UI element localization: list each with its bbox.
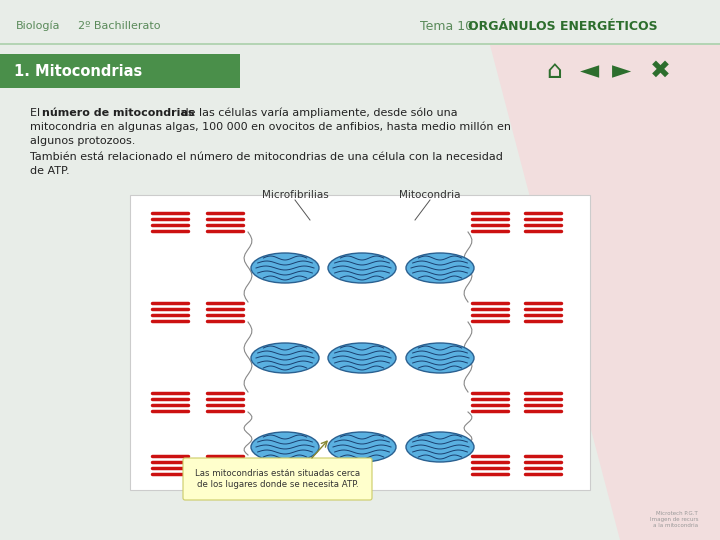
Text: ORGÁNULOS ENERGÉTICOS: ORGÁNULOS ENERGÉTICOS [468,19,657,32]
Bar [130,195,590,490]
Polygon shape [490,45,720,540]
Text: Las mitocondrias están situadas cerca
de los lugares donde se necesita ATP.: Las mitocondrias están situadas cerca de… [195,469,360,489]
Ellipse shape [328,432,396,462]
Ellipse shape [251,432,319,462]
Text: número de mitocondrias: número de mitocondrias [42,108,194,118]
Text: 2º Bachillerato: 2º Bachillerato [78,21,161,31]
Ellipse shape [251,343,319,373]
FancyBboxPatch shape [183,458,372,500]
Ellipse shape [328,253,396,283]
Text: Microtech P.G.T
Imagen de recurs
a la mitocondria: Microtech P.G.T Imagen de recurs a la mi… [649,511,698,528]
Ellipse shape [406,432,474,462]
Text: Microfibrilias: Microfibrilias [261,190,328,200]
Text: También está relacionado el número de mitocondrias de una célula con la necesida: También está relacionado el número de mi… [30,152,503,162]
Text: ►: ► [613,59,631,83]
Text: mitocondria en algunas algas, 100 000 en ovocitos de anfibios, hasta medio milló: mitocondria en algunas algas, 100 000 en… [30,122,511,132]
Ellipse shape [406,343,474,373]
Ellipse shape [328,343,396,373]
Text: algunos protozoos.: algunos protozoos. [30,136,135,146]
Text: 1. Mitocondrias: 1. Mitocondrias [14,64,143,78]
Text: Mitocondria: Mitocondria [400,190,461,200]
Text: de las células varía ampliamente, desde sólo una: de las células varía ampliamente, desde … [178,108,458,118]
Ellipse shape [406,253,474,283]
Text: El: El [30,108,44,118]
Text: Biología: Biología [16,21,60,31]
Text: ◄: ◄ [580,59,600,83]
Text: de ATP.: de ATP. [30,166,70,176]
Text: Tema 10.: Tema 10. [420,19,481,32]
Bar [0,54,240,88]
Text: ⌂: ⌂ [546,59,562,83]
Ellipse shape [251,253,319,283]
Text: ✖: ✖ [649,59,670,83]
